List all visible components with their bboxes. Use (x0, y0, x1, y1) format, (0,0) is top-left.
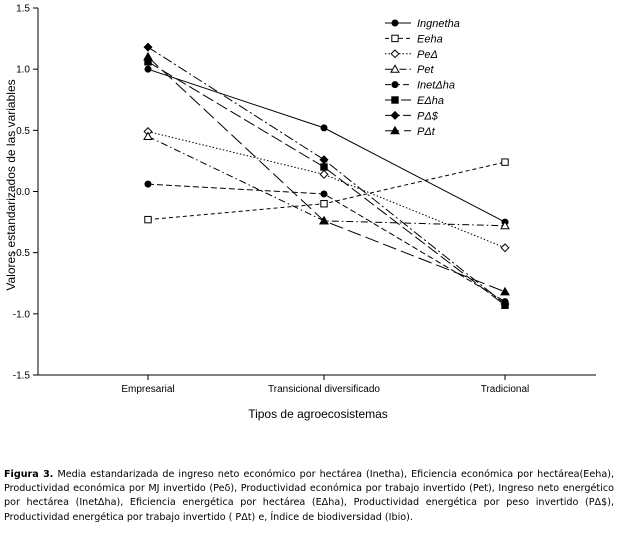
x-axis-title: Tipos de agroecosistemas (248, 407, 388, 421)
legend-marker (390, 49, 400, 59)
x-tick-label: Transicional diversificado (268, 384, 380, 395)
series-layer (143, 42, 510, 309)
series-3 (143, 131, 510, 230)
series-line (147, 131, 506, 249)
legend-entry: EΔha (385, 95, 444, 107)
data-point (500, 243, 510, 253)
data-point (500, 220, 510, 230)
legend-label: Eeha (417, 33, 443, 45)
data-point (144, 180, 152, 188)
data-point (319, 215, 329, 225)
legend-label: EΔha (417, 95, 444, 107)
y-tick-label: -1.0 (13, 309, 31, 320)
legend-marker (391, 34, 399, 43)
data-point (500, 299, 510, 309)
y-tick-label: 0.5 (16, 126, 30, 137)
data-point (320, 124, 328, 132)
series-0 (144, 65, 509, 226)
data-point (143, 131, 153, 140)
legend-label: PΔ$ (417, 110, 439, 122)
data-point (143, 51, 153, 61)
legend-entry: Eeha (385, 33, 443, 45)
data-point (501, 158, 509, 166)
y-tick-label: -0.5 (13, 248, 31, 259)
legend-entry: PΔ$ (385, 110, 439, 122)
legend-entry: PeΔ (385, 49, 438, 61)
legend-entry: Pet (385, 64, 434, 76)
data-point (144, 65, 152, 73)
legend-marker (391, 81, 399, 89)
legend-marker (391, 96, 399, 104)
data-point (143, 42, 153, 52)
series-line (147, 135, 506, 227)
x-tick-label: Tradicional (481, 384, 530, 395)
series-2 (143, 127, 510, 253)
data-point (319, 155, 329, 165)
y-tick-label: 0.0 (16, 187, 30, 198)
y-tick-label: 1.0 (16, 65, 30, 76)
y-tick-label: -1.5 (13, 371, 31, 382)
series-line (147, 161, 506, 221)
legend-entry: InetΔha (385, 80, 455, 92)
series-7 (143, 51, 510, 296)
legend-label: Ingnetha (417, 18, 460, 30)
y-axis-title: Valores estandarizados de las variables (4, 79, 18, 290)
chart-axes: 1.5 1.0 0.5 0.0 -0.5 -1.0 -1.5 Empresarial Trans… (13, 4, 596, 395)
legend-entry: PΔt (385, 125, 436, 138)
series-line (147, 68, 506, 223)
caption-label: Figura 3. (4, 469, 54, 480)
x-tick-label: Empresarial (121, 384, 174, 395)
data-point (319, 169, 329, 179)
data-point (320, 163, 328, 171)
legend-entry: Ingnetha (385, 18, 460, 30)
series-line (147, 61, 506, 306)
legend-label: PeΔ (417, 49, 438, 61)
legend-marker (390, 110, 400, 120)
legend-label: Pet (417, 64, 434, 76)
legend-marker (391, 19, 399, 27)
figure-caption: Figura 3. Media estandarizada de ingreso… (4, 468, 614, 525)
series-4 (144, 180, 509, 306)
series-1 (144, 158, 509, 224)
series-6 (143, 42, 510, 309)
y-tick-label: 1.5 (16, 4, 30, 15)
legend-label: InetΔha (417, 80, 455, 92)
legend-marker (390, 64, 400, 73)
data-point (144, 215, 152, 224)
legend: Ingnetha Eeha PeΔ Pet InetΔha EΔha PΔ$ PΔt (385, 18, 460, 138)
caption-text: Media estandarizada de ingreso neto econ… (4, 469, 614, 523)
series-line (147, 46, 506, 305)
legend-marker (390, 125, 400, 135)
data-point (320, 190, 328, 198)
data-point (320, 200, 328, 208)
legend-label: PΔt (417, 126, 436, 138)
data-point (500, 286, 510, 296)
